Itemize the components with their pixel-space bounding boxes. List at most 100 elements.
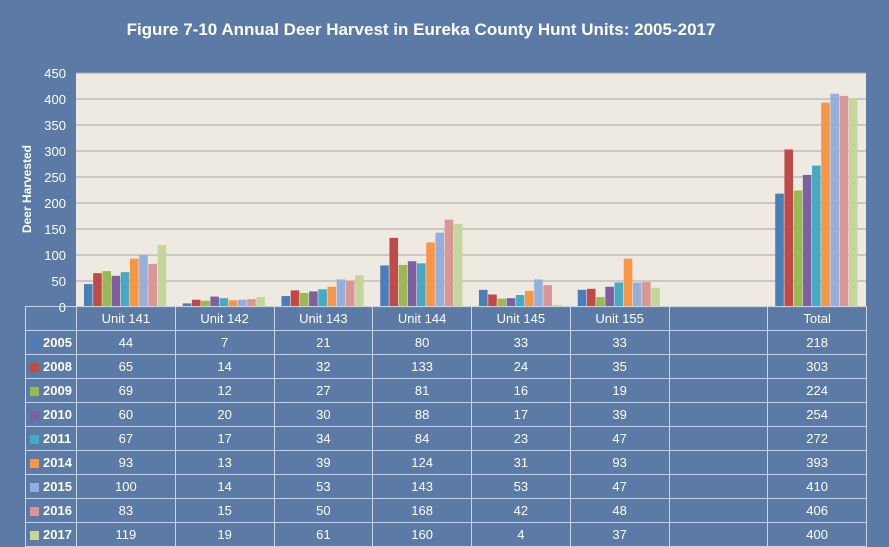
bar <box>237 299 247 307</box>
legend-entry: 2015 <box>25 474 77 499</box>
data-label: 16 <box>471 378 571 403</box>
data-label: 272 <box>767 426 867 451</box>
legend-entry: 2005 <box>25 330 77 355</box>
y-tick-label: 200 <box>44 196 66 211</box>
legend-entry: 2016 <box>25 498 77 523</box>
data-label: 53 <box>471 474 571 499</box>
table-row: 2015 100 14 53 143 53 47 410 <box>25 474 867 499</box>
bar <box>129 258 139 307</box>
data-label: 81 <box>372 378 472 403</box>
x-tick-label: Unit 142 <box>174 306 275 331</box>
data-label: 93 <box>76 450 176 475</box>
x-tick-label: Unit 143 <box>273 306 374 331</box>
y-tick-label: 50 <box>52 274 66 289</box>
data-label: 67 <box>76 426 176 451</box>
data-label <box>668 426 769 451</box>
series-name: 2011 <box>43 431 72 446</box>
table-corner <box>25 306 77 331</box>
bar <box>478 289 488 307</box>
x-tick-label <box>668 306 769 331</box>
bar <box>812 165 821 307</box>
chart-title: Figure 7-10 Annual Deer Harvest in Eurek… <box>126 20 716 39</box>
bar <box>524 290 534 307</box>
bar <box>380 265 389 307</box>
legend-swatch <box>30 459 39 469</box>
bar <box>102 271 111 307</box>
data-label: 218 <box>767 330 867 355</box>
data-label <box>668 378 769 403</box>
legend-swatch <box>30 339 39 349</box>
data-label: 47 <box>569 426 670 451</box>
data-label: 65 <box>76 354 176 379</box>
bar <box>534 279 543 307</box>
data-label: 24 <box>471 354 571 379</box>
bar <box>182 303 192 307</box>
x-tick-label: Total <box>767 306 867 331</box>
legend-swatch <box>30 531 39 541</box>
y-tick-label: 400 <box>44 92 66 107</box>
legend-swatch <box>30 363 39 373</box>
data-label: 124 <box>372 450 472 475</box>
data-label: 7 <box>174 330 275 355</box>
bar <box>623 258 633 307</box>
x-tick-label: Unit 144 <box>372 306 472 331</box>
data-label <box>668 474 769 499</box>
data-label: 48 <box>569 498 670 523</box>
bar <box>784 149 794 307</box>
data-label: 303 <box>767 354 867 379</box>
table-row: 2009 69 12 27 81 16 19 224 <box>25 378 867 403</box>
bar <box>191 299 201 307</box>
bar <box>506 298 516 307</box>
data-label: 133 <box>372 354 472 379</box>
data-label: 33 <box>569 330 670 355</box>
bar <box>596 297 605 307</box>
data-label: 406 <box>767 498 867 523</box>
data-label: 19 <box>569 378 670 403</box>
legend-entry: 2009 <box>25 378 77 403</box>
data-label: 31 <box>471 450 571 475</box>
bar <box>453 223 463 307</box>
data-label: 80 <box>372 330 472 355</box>
data-label: 42 <box>471 498 571 523</box>
data-table: Unit 141 Unit 142 Unit 143 Unit 144 Unit 145… <box>25 306 867 547</box>
data-label: 39 <box>273 450 374 475</box>
bar <box>290 290 300 307</box>
table-row: 2005 44 7 21 80 33 33 218 <box>25 330 867 355</box>
data-label: 83 <box>76 498 176 523</box>
data-label: 23 <box>471 426 571 451</box>
data-label: 27 <box>273 378 374 403</box>
series-name: 2009 <box>43 383 72 398</box>
bar <box>398 264 408 307</box>
legend-swatch <box>30 387 39 397</box>
data-label: 50 <box>273 498 374 523</box>
bar <box>417 263 426 307</box>
data-label: 93 <box>569 450 670 475</box>
bar <box>318 289 327 307</box>
data-label: 393 <box>767 450 867 475</box>
data-label: 84 <box>372 426 472 451</box>
bar <box>327 286 337 307</box>
series-name: 2008 <box>43 359 72 374</box>
bar <box>309 291 318 307</box>
data-label: 33 <box>471 330 571 355</box>
bar <box>488 294 497 307</box>
data-label: 60 <box>76 402 176 427</box>
bar <box>802 174 812 307</box>
data-label: 88 <box>372 402 472 427</box>
data-label: 143 <box>372 474 472 499</box>
data-label: 168 <box>372 498 472 523</box>
bars <box>83 93 858 307</box>
x-tick-label: Unit 155 <box>569 306 670 331</box>
legend-entry: 2008 <box>25 354 77 379</box>
series-name: 2016 <box>43 503 72 518</box>
data-label: 254 <box>767 402 867 427</box>
series-name: 2014 <box>43 455 72 470</box>
bar <box>830 93 840 307</box>
data-label: 14 <box>174 354 275 379</box>
y-tick-label: 100 <box>44 248 66 263</box>
bar <box>281 296 291 307</box>
data-label <box>668 402 769 427</box>
bar <box>586 288 596 307</box>
series-name: 2015 <box>43 479 72 494</box>
